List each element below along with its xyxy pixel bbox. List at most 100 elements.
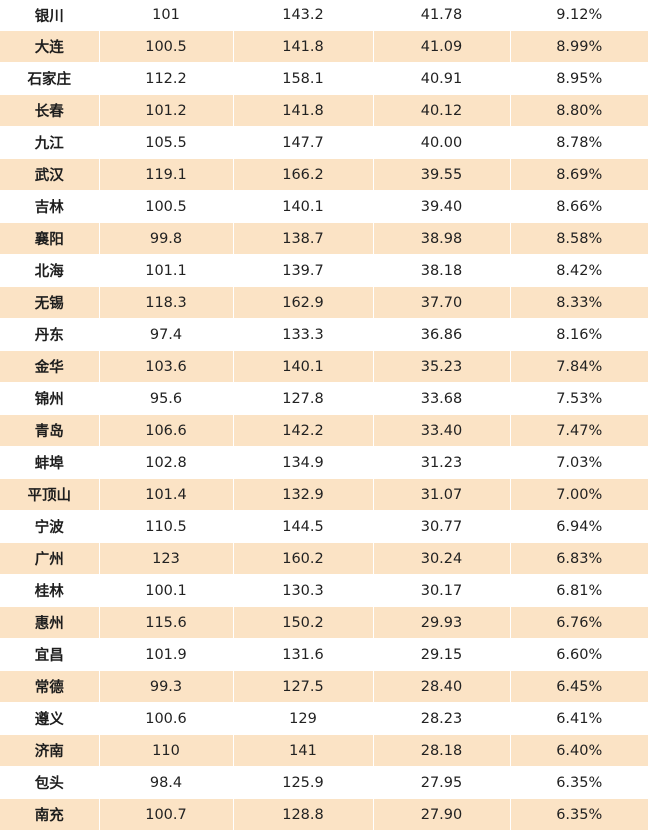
city-name-cell: 丹东: [0, 318, 100, 351]
value-1-cell: 119.1: [99, 158, 234, 191]
percent-cell: 6.45%: [510, 670, 648, 703]
city-name-cell: 大连: [0, 30, 100, 63]
table-row: 武汉 119.1 166.2 39.55 8.69%: [0, 158, 648, 191]
value-2-cell: 141.8: [233, 30, 374, 63]
city-name-cell: 济南: [0, 734, 100, 767]
value-1-cell: 102.8: [99, 446, 234, 479]
table-row: 南充 100.7 128.8 27.90 6.35%: [0, 798, 648, 831]
value-2-cell: 166.2: [233, 158, 374, 191]
percent-cell: 8.95%: [510, 62, 648, 95]
value-3-cell: 27.95: [373, 766, 511, 799]
value-3-cell: 28.23: [373, 702, 511, 735]
table-row: 平顶山 101.4 132.9 31.07 7.00%: [0, 478, 648, 511]
table-row: 大连 100.5 141.8 41.09 8.99%: [0, 30, 648, 63]
value-3-cell: 29.15: [373, 638, 511, 671]
table-row: 丹东 97.4 133.3 36.86 8.16%: [0, 318, 648, 351]
value-1-cell: 99.8: [99, 222, 234, 255]
city-name-cell: 广州: [0, 542, 100, 575]
value-1-cell: 100.6: [99, 702, 234, 735]
value-3-cell: 30.77: [373, 510, 511, 543]
value-3-cell: 28.40: [373, 670, 511, 703]
table-row: 石家庄 112.2 158.1 40.91 8.95%: [0, 62, 648, 95]
percent-cell: 6.35%: [510, 766, 648, 799]
percent-cell: 8.58%: [510, 222, 648, 255]
value-1-cell: 101.1: [99, 254, 234, 287]
value-3-cell: 28.18: [373, 734, 511, 767]
city-name-cell: 金华: [0, 350, 100, 383]
table-row: 蚌埠 102.8 134.9 31.23 7.03%: [0, 446, 648, 479]
city-name-cell: 平顶山: [0, 478, 100, 511]
value-1-cell: 100.5: [99, 30, 234, 63]
percent-cell: 8.66%: [510, 190, 648, 223]
table-row: 九江 105.5 147.7 40.00 8.78%: [0, 126, 648, 159]
value-1-cell: 101.9: [99, 638, 234, 671]
value-3-cell: 31.23: [373, 446, 511, 479]
value-3-cell: 40.12: [373, 94, 511, 127]
value-3-cell: 40.00: [373, 126, 511, 159]
value-2-cell: 150.2: [233, 606, 374, 639]
value-3-cell: 41.09: [373, 30, 511, 63]
value-1-cell: 99.3: [99, 670, 234, 703]
percent-cell: 7.53%: [510, 382, 648, 415]
percent-cell: 8.78%: [510, 126, 648, 159]
table-row: 惠州 115.6 150.2 29.93 6.76%: [0, 606, 648, 639]
percent-cell: 6.81%: [510, 574, 648, 607]
value-2-cell: 143.2: [233, 0, 374, 31]
value-3-cell: 30.17: [373, 574, 511, 607]
city-name-cell: 吉林: [0, 190, 100, 223]
percent-cell: 7.84%: [510, 350, 648, 383]
city-name-cell: 锦州: [0, 382, 100, 415]
value-1-cell: 97.4: [99, 318, 234, 351]
city-name-cell: 青岛: [0, 414, 100, 447]
value-2-cell: 144.5: [233, 510, 374, 543]
value-3-cell: 40.91: [373, 62, 511, 95]
value-1-cell: 115.6: [99, 606, 234, 639]
percent-cell: 7.03%: [510, 446, 648, 479]
table-row: 广州 123 160.2 30.24 6.83%: [0, 542, 648, 575]
value-1-cell: 106.6: [99, 414, 234, 447]
percent-cell: 6.41%: [510, 702, 648, 735]
value-2-cell: 141: [233, 734, 374, 767]
table-row: 襄阳 99.8 138.7 38.98 8.58%: [0, 222, 648, 255]
value-3-cell: 30.24: [373, 542, 511, 575]
percent-cell: 8.16%: [510, 318, 648, 351]
value-1-cell: 123: [99, 542, 234, 575]
value-3-cell: 31.07: [373, 478, 511, 511]
table-row: 金华 103.6 140.1 35.23 7.84%: [0, 350, 648, 383]
city-name-cell: 北海: [0, 254, 100, 287]
percent-cell: 7.47%: [510, 414, 648, 447]
value-2-cell: 141.8: [233, 94, 374, 127]
percent-cell: 8.69%: [510, 158, 648, 191]
value-3-cell: 33.68: [373, 382, 511, 415]
value-1-cell: 103.6: [99, 350, 234, 383]
value-1-cell: 100.1: [99, 574, 234, 607]
value-1-cell: 110.5: [99, 510, 234, 543]
percent-cell: 6.94%: [510, 510, 648, 543]
table-row: 青岛 106.6 142.2 33.40 7.47%: [0, 414, 648, 447]
table-row: 桂林 100.1 130.3 30.17 6.81%: [0, 574, 648, 607]
percent-cell: 8.80%: [510, 94, 648, 127]
table-row: 宜昌 101.9 131.6 29.15 6.60%: [0, 638, 648, 671]
percent-cell: 8.42%: [510, 254, 648, 287]
city-name-cell: 襄阳: [0, 222, 100, 255]
percent-cell: 9.12%: [510, 0, 648, 31]
table-row: 包头 98.4 125.9 27.95 6.35%: [0, 766, 648, 799]
value-1-cell: 101.2: [99, 94, 234, 127]
city-name-cell: 常德: [0, 670, 100, 703]
city-name-cell: 无锡: [0, 286, 100, 319]
percent-cell: 6.76%: [510, 606, 648, 639]
table-row: 长春 101.2 141.8 40.12 8.80%: [0, 94, 648, 127]
value-2-cell: 140.1: [233, 350, 374, 383]
value-1-cell: 100.7: [99, 798, 234, 831]
percent-cell: 7.00%: [510, 478, 648, 511]
value-2-cell: 162.9: [233, 286, 374, 319]
value-2-cell: 129: [233, 702, 374, 735]
table-row: 常德 99.3 127.5 28.40 6.45%: [0, 670, 648, 703]
percent-cell: 8.99%: [510, 30, 648, 63]
value-1-cell: 101: [99, 0, 234, 31]
table-row: 锦州 95.6 127.8 33.68 7.53%: [0, 382, 648, 415]
value-3-cell: 38.98: [373, 222, 511, 255]
value-2-cell: 130.3: [233, 574, 374, 607]
value-2-cell: 128.8: [233, 798, 374, 831]
